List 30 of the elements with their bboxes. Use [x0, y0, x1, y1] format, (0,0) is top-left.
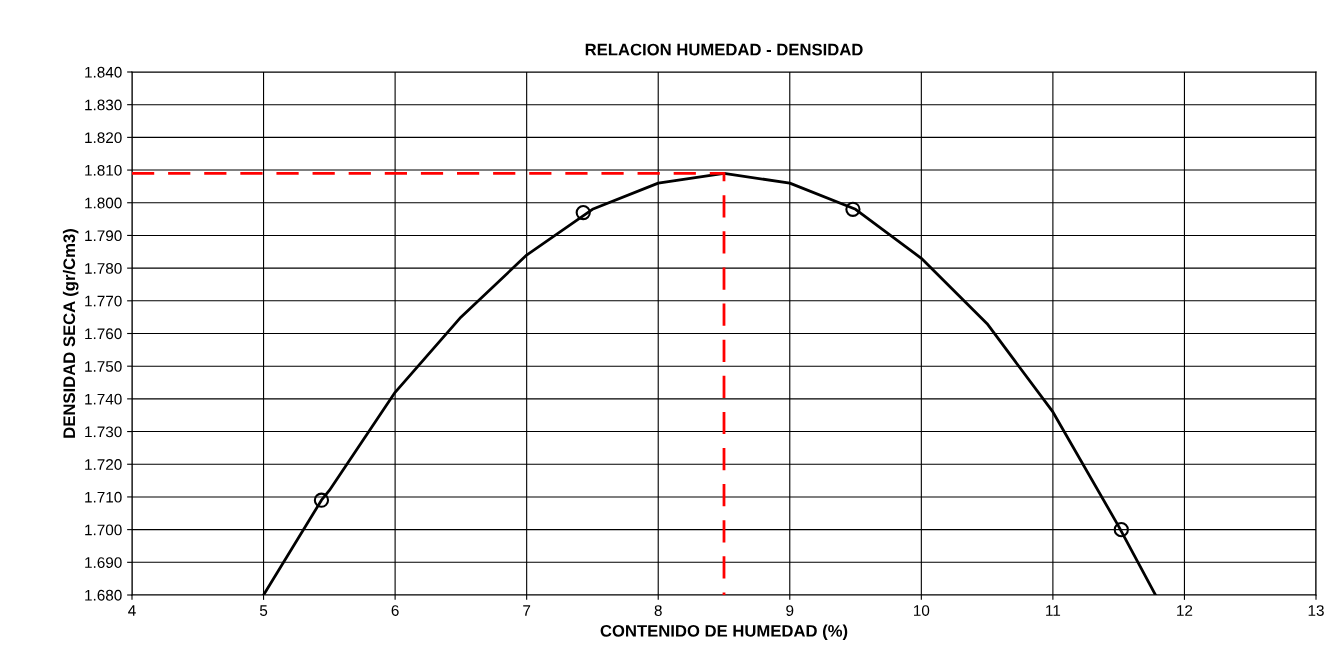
- chart-title: RELACION HUMEDAD - DENSIDAD: [585, 43, 863, 56]
- y-tick-label: 1.780: [85, 262, 122, 274]
- x-axis-title: CONTENIDO DE HUMEDAD (%): [600, 624, 848, 641]
- y-axis-title: DENSIDAD SECA (gr/Cm3): [62, 229, 79, 438]
- y-tick-label: 1.690: [85, 557, 122, 568]
- y-tick-label: 1.840: [85, 66, 122, 78]
- y-tick-label: 1.740: [85, 393, 122, 405]
- y-tick-label: 1.680: [85, 589, 122, 601]
- x-tick-label: 5: [259, 605, 268, 616]
- y-tick-label: 1.700: [85, 524, 122, 536]
- y-tick-label: 1.750: [85, 361, 122, 372]
- x-tick-label: 4: [128, 605, 136, 616]
- x-tick-label: 12: [1177, 605, 1193, 616]
- y-tick-label: 1.710: [85, 491, 122, 503]
- x-tick-label: 9: [786, 605, 794, 616]
- y-tick-label: 1.810: [85, 164, 122, 176]
- x-tick-label: 10: [914, 605, 930, 616]
- y-tick-label: 1.830: [85, 99, 122, 111]
- y-tick-label: 1.790: [85, 230, 122, 242]
- y-tick-label: 1.730: [85, 426, 122, 438]
- x-tick-label: 11: [1046, 605, 1061, 616]
- x-tick-label: 13: [1308, 605, 1324, 616]
- x-tick-label: 8: [654, 605, 662, 616]
- x-tick-label: 6: [391, 605, 399, 616]
- y-tick-label: 1.800: [85, 197, 122, 209]
- y-tick-label: 1.720: [85, 459, 122, 470]
- y-tick-label: 1.770: [85, 295, 122, 307]
- y-tick-label: 1.760: [85, 328, 122, 340]
- x-tick-label: 7: [523, 605, 531, 616]
- y-tick-label: 1.820: [85, 132, 122, 144]
